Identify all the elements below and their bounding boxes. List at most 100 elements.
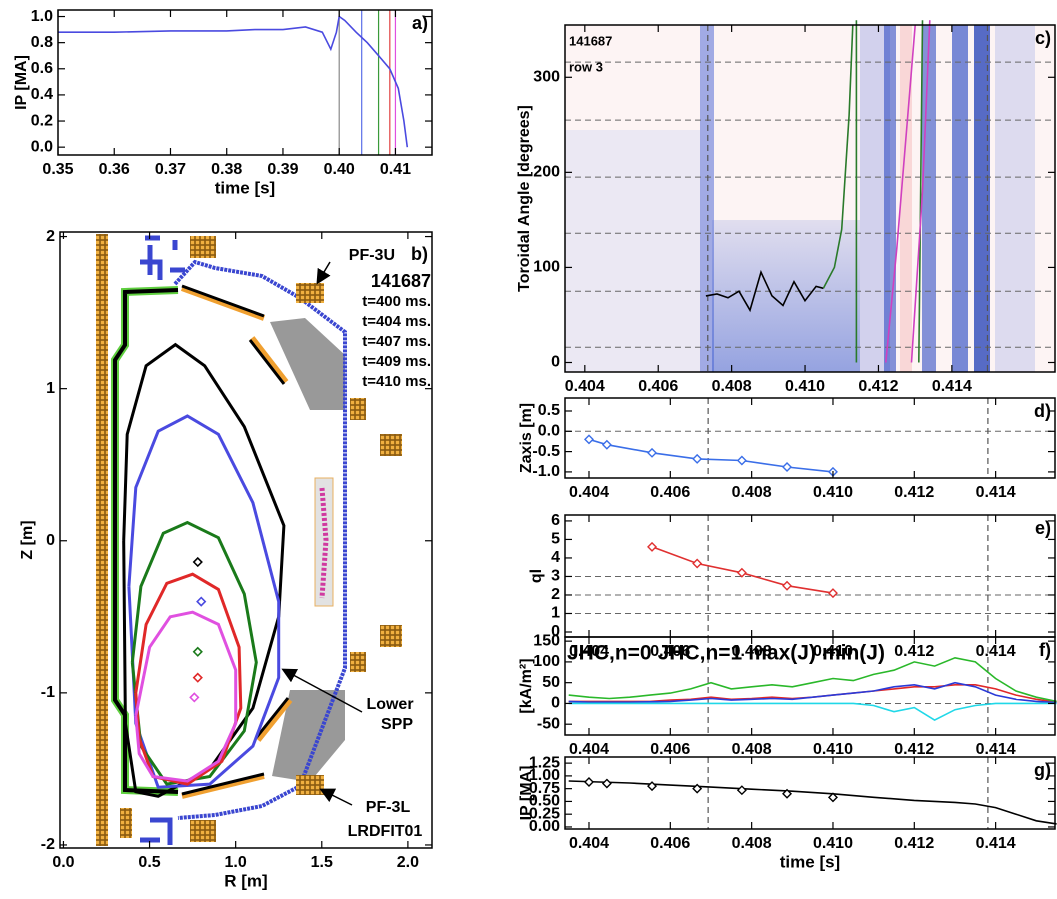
data-point: [601, 778, 612, 789]
y-axis-label: Toroidal Angle [degrees]: [516, 105, 533, 292]
x-axis-label: time [s]: [215, 178, 275, 197]
data-point: [647, 781, 658, 792]
x-tick-label: 0.406: [650, 643, 690, 660]
data-point: [782, 788, 793, 799]
y-tick-label: 0: [551, 695, 560, 712]
data-point: [647, 447, 658, 458]
y-tick-label: 1.0: [31, 8, 53, 25]
y-tick-label: 0.00: [529, 818, 560, 835]
panel-label: f): [1039, 640, 1051, 660]
series-line: [134, 610, 238, 783]
x-tick-label: 1.0: [225, 854, 247, 871]
code-label: LRDFIT01: [348, 823, 423, 840]
y-tick-label: 0.6: [31, 60, 53, 77]
y-tick-label: 100: [533, 653, 560, 670]
y-axis-label: [kA/m²]: [518, 658, 535, 713]
y-tick-label: 150: [533, 632, 560, 649]
annotation: Lower: [366, 696, 413, 713]
y-tick-label: 0.2: [31, 112, 53, 129]
x-tick-label: 0.410: [813, 835, 853, 852]
x-tick-label: 0.414: [976, 643, 1016, 660]
y-tick-label: 200: [533, 164, 560, 181]
magnetic-axis: [196, 596, 207, 607]
y-axis-label: IP [MA]: [13, 55, 30, 110]
plot-frame: [57, 9, 433, 156]
y-tick-label: -2: [41, 836, 55, 853]
annotation: PF-3U: [349, 247, 395, 264]
x-tick-label: 0.408: [732, 484, 772, 501]
plot-frame: [564, 397, 1056, 479]
series-line: [568, 702, 1057, 722]
y-tick-label: 0.75: [529, 780, 560, 797]
y-tick-label: 1: [46, 380, 55, 397]
x-tick-label: 2.0: [397, 854, 419, 871]
legend-label: JHC,n=1: [658, 642, 743, 665]
y-tick-label: 0.8: [31, 34, 53, 51]
x-tick-label: 0.412: [894, 741, 934, 758]
annotation: PF-3L: [366, 799, 411, 816]
x-tick-label: 0.412: [894, 835, 934, 852]
x-tick-label: 0.408: [732, 741, 772, 758]
series-line: [822, 20, 924, 363]
x-tick-label: 0.41: [380, 161, 411, 178]
x-tick-label: 0.412: [858, 378, 898, 395]
y-tick-label: 0.5: [538, 402, 560, 419]
magnetic-axis: [192, 556, 203, 568]
data-point: [782, 580, 793, 591]
annotation: row 3: [569, 59, 603, 74]
legend-label: t=409 ms.: [362, 353, 431, 370]
y-tick-label: 5: [551, 531, 560, 548]
plot-frame: [59, 231, 433, 849]
y-axis-label: ql: [528, 569, 545, 583]
y-tick-label: 3: [551, 568, 560, 585]
x-tick-label: 0.406: [638, 378, 678, 395]
series-line: [568, 681, 1057, 704]
legend-label: t=404 ms.: [362, 313, 431, 330]
panel-label: e): [1035, 518, 1051, 538]
panel-label: d): [1034, 401, 1051, 421]
x-tick-label: 0.40: [324, 161, 355, 178]
x-tick-label: 0.414: [976, 741, 1016, 758]
y-tick-label: 0: [551, 354, 560, 371]
data-point: [827, 588, 838, 599]
panel-label: b): [411, 244, 428, 264]
panel-label: a): [412, 13, 428, 33]
y-axis-label: Z [m]: [19, 520, 36, 559]
data-point: [827, 792, 838, 803]
data-point: [647, 541, 658, 552]
y-tick-label: 0.25: [529, 805, 560, 822]
x-tick-label: 0.36: [99, 161, 130, 178]
x-tick-label: 0.406: [650, 741, 690, 758]
data-point: [736, 567, 747, 578]
y-tick-label: 4: [551, 549, 560, 566]
plot-frame: [564, 24, 1056, 373]
x-tick-label: 1.5: [311, 854, 333, 871]
x-tick-label: 0.414: [976, 835, 1016, 852]
data-point: [782, 462, 793, 473]
y-axis-label: Zaxis [m]: [518, 403, 535, 473]
y-tick-label: 0.0: [538, 423, 560, 440]
x-tick-label: 0.410: [813, 643, 853, 660]
annotation: 141687: [569, 33, 612, 48]
x-tick-label: 0.37: [155, 161, 186, 178]
y-tick-label: -1: [41, 684, 55, 701]
legend-label: JHC,n=0: [567, 642, 652, 665]
series-line: [122, 342, 286, 798]
y-tick-label: 0: [46, 532, 55, 549]
y-tick-label: -0.5: [532, 443, 560, 460]
plot-frame: [564, 636, 1056, 736]
x-tick-label: 0.412: [894, 484, 934, 501]
x-tick-label: 0.404: [565, 378, 605, 395]
legend-label: t=410 ms.: [362, 373, 431, 390]
annotation: SPP: [381, 716, 413, 733]
x-tick-label: 0.408: [732, 835, 772, 852]
series-line: [58, 15, 409, 148]
y-tick-label: 1.00: [529, 767, 560, 784]
legend-label: t=407 ms.: [362, 333, 431, 350]
data-point: [601, 439, 612, 450]
y-tick-label: -50: [537, 715, 560, 732]
x-tick-label: 0.38: [211, 161, 242, 178]
x-tick-label: 0.39: [267, 161, 298, 178]
y-tick-label: 0.4: [31, 86, 53, 103]
